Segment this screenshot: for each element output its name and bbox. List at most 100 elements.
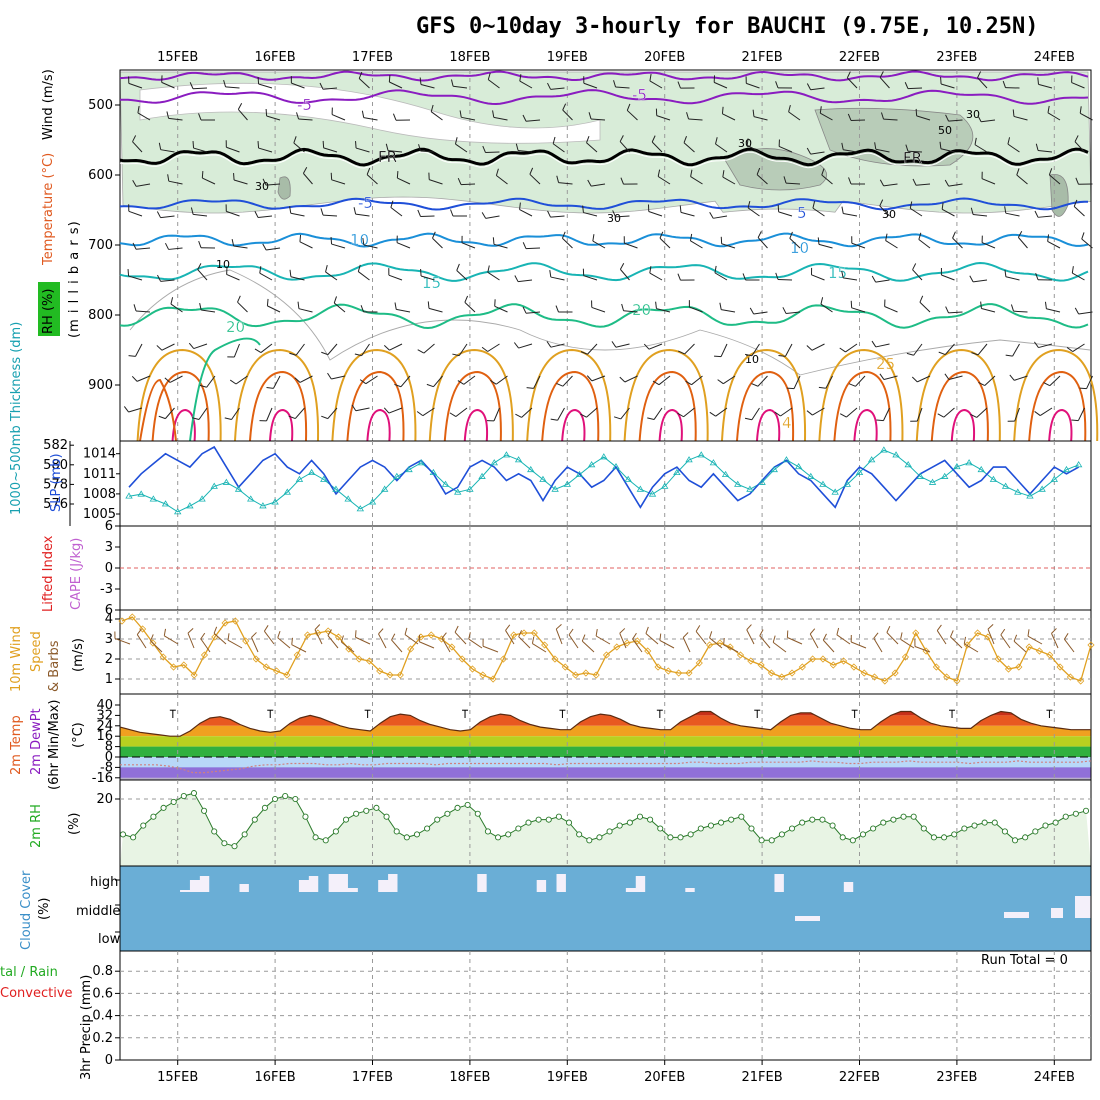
wind-barb-flag: [454, 137, 458, 145]
wind-barb-flag: [391, 633, 396, 641]
wind-barb-flag: [223, 80, 227, 88]
wind-barb: [164, 635, 179, 645]
thickness-point: [673, 468, 681, 476]
thickness-tick-label: 578: [43, 477, 68, 492]
wind-barb: [658, 375, 671, 386]
wind-barb-flag: [198, 113, 202, 121]
wind10m-point: [468, 665, 477, 673]
wind-barb: [458, 343, 468, 356]
wind-barb: [581, 640, 595, 653]
wind-barb: [973, 214, 988, 217]
wind-barb-flag: [782, 307, 787, 314]
wind-barb-flag: [454, 625, 459, 633]
thickness-point: [295, 475, 304, 482]
wind-barb: [649, 80, 663, 89]
wind-barb: [715, 407, 728, 417]
wind-barb-flag: [482, 145, 486, 153]
wind-barb: [192, 87, 208, 90]
y-tick-label: 900: [88, 378, 113, 393]
wind-barb: [433, 375, 443, 388]
cloud-high-bar: [466, 866, 478, 892]
cloud-high-bar: [982, 866, 993, 892]
rh-label-box: [38, 282, 60, 336]
y-tick-label: 0: [105, 750, 113, 765]
y-tick-label: 40: [96, 698, 113, 713]
cloud-panel: [115, 865, 1092, 952]
wind-barb-flag: [262, 178, 267, 186]
cloud-high-bar: [664, 866, 676, 892]
thickness-point: [454, 488, 462, 495]
cloud-high-bar: [179, 866, 190, 890]
wind-barb-flag: [127, 269, 130, 277]
wind-barb-flag: [613, 80, 617, 88]
wind-barb-flag: [396, 171, 399, 179]
wind-barb: [721, 309, 736, 313]
millibars-label: (m i l l i b a r s): [67, 220, 82, 338]
wind10m-point: [1077, 677, 1085, 685]
wind-barb-flag: [529, 167, 534, 175]
wind-barb-flag: [266, 298, 269, 306]
wind-barb: [919, 301, 931, 313]
wind-barb: [695, 631, 707, 645]
bottom-date-label: 17FEB: [352, 1070, 393, 1085]
cloud-high-bar: [892, 866, 904, 892]
wind10m-point: [427, 631, 435, 639]
wind-barb: [225, 86, 240, 89]
rh-point: [677, 834, 684, 841]
wind-barb: [388, 150, 403, 153]
wind-barb: [197, 269, 208, 281]
wind-barb: [987, 628, 995, 645]
rh-point: [657, 825, 664, 832]
wind10m-point: [180, 661, 188, 669]
wind-barb: [200, 638, 211, 653]
bottom-date-label: 21FEB: [742, 1070, 783, 1085]
wind-barb-flag: [980, 301, 982, 309]
wind-barb: [550, 343, 565, 348]
wind-barb-flag: [757, 231, 762, 238]
wind-barb: [811, 343, 825, 351]
wind-barb-flag: [1043, 382, 1051, 387]
wind10m-point: [757, 661, 765, 669]
wind10m-line: [121, 616, 1092, 682]
rh-point: [596, 834, 603, 841]
wind-barb-flag: [420, 268, 422, 277]
cloud-high-bar: [823, 866, 834, 892]
rh2m-label: 2m RH: [29, 804, 44, 848]
wind-barb: [720, 343, 728, 357]
wind10m-point: [1025, 643, 1033, 651]
wind-barb-flag: [549, 270, 552, 278]
wind-barb: [940, 148, 955, 153]
wind-barb: [378, 633, 387, 649]
wind-barb-flag: [619, 628, 626, 634]
lifted-index-label: Lifted Index: [41, 535, 56, 612]
cloud-high-bar: [734, 866, 745, 892]
wind-barb-flag: [360, 305, 364, 312]
wind10m-point: [881, 677, 889, 685]
wind-barb-flag: [263, 625, 269, 632]
y-tick-label: 0: [105, 561, 113, 576]
bottom-date-label: 15FEB: [157, 1070, 198, 1085]
wind-barb-flag: [319, 82, 324, 90]
wind-barb: [851, 307, 866, 313]
wind-barb: [821, 174, 833, 185]
wind-barb-flag: [358, 71, 363, 79]
y-tick-label: 6: [105, 603, 113, 618]
wind-barb-flag: [361, 110, 365, 118]
cloud-high-bar: [803, 866, 815, 892]
wind-barb-flag: [354, 353, 362, 357]
wind-barb: [656, 308, 671, 313]
wind-barb-flag: [885, 233, 888, 241]
wind-barb: [160, 215, 175, 219]
wind-barb-flag: [192, 141, 195, 149]
wind-barb: [290, 276, 305, 281]
wind-barb: [550, 276, 565, 281]
wind-barb-flag: [450, 209, 454, 217]
wind-barb-flag: [880, 112, 885, 120]
wind-barb: [812, 207, 825, 217]
cloud-high-bar: [546, 866, 557, 892]
isotherm-label: -5: [632, 86, 647, 104]
thickness-point: [1050, 475, 1059, 482]
wind-barb-flag: [812, 201, 816, 209]
rh-point: [636, 813, 644, 820]
wind-barb-flag: [912, 263, 917, 270]
